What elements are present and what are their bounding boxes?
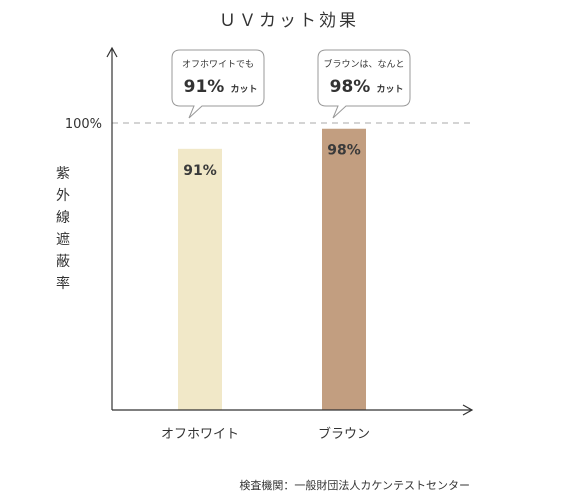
callout-caption: オフホワイトでも — [182, 59, 254, 70]
callout-suffix: カット — [230, 84, 257, 95]
bars-group: 91% オフホワイト 98% ブラウン — [161, 128, 370, 442]
callout-shape — [171, 49, 265, 119]
category-label: ブラウン — [318, 426, 370, 442]
callout-caption: ブラウンは、なんと — [323, 58, 404, 70]
category-label: オフホワイト — [161, 427, 239, 442]
y-axis-arrow — [106, 46, 118, 58]
callout-value: 98% — [330, 77, 371, 97]
y-axis-label-char: 紫 — [56, 166, 70, 182]
callout-bubble-2: ブラウンは、なんと 98% カット — [317, 49, 411, 119]
x-axis-arrow — [462, 404, 474, 416]
bar-value-label: 98% — [327, 143, 361, 159]
callout-shape — [317, 49, 411, 119]
y-axis-label-char: 蔽 — [56, 254, 70, 270]
bar-1 — [178, 148, 222, 410]
callout-suffix: カット — [376, 84, 403, 95]
source-note: 検査機関：一般財団法人カケンテストセンター — [239, 478, 470, 492]
callout-bubble-1: オフホワイトでも 91% カット — [171, 49, 265, 119]
bar-value-label: 91% — [183, 163, 217, 179]
callouts-group: オフホワイトでも 91% カット ブラウンは、なんと 98% カット — [171, 49, 411, 119]
y-axis-label-char: 率 — [56, 275, 70, 292]
y-axis-label-char: 遮 — [56, 232, 70, 248]
callout-value: 91% — [184, 77, 225, 97]
y-axis-label-char: 線 — [56, 210, 70, 226]
chart-title: ＵＶカット効果 — [219, 11, 359, 31]
bar-2 — [322, 128, 366, 411]
y-axis-label-char: 外 — [56, 188, 70, 204]
y-tick-label: 100% — [65, 117, 102, 132]
